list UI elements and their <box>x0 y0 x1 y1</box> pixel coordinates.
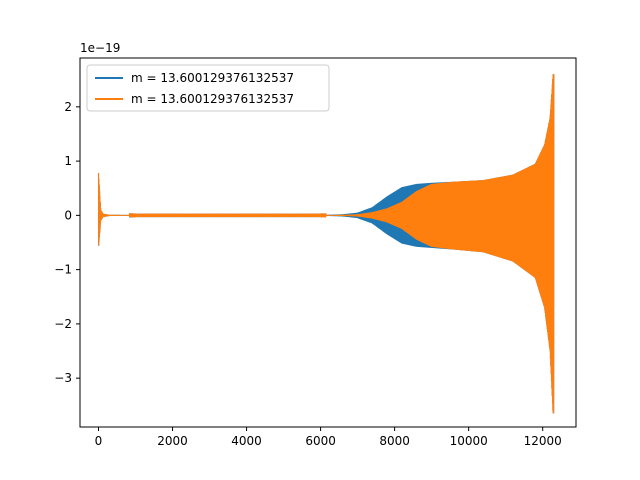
legend: m = 13.600129376132537 m = 13.60012937613… <box>86 64 330 112</box>
x-tick-label: 12000 <box>524 434 562 448</box>
x-tick-label: 4000 <box>231 434 262 448</box>
x-tick-label: 2000 <box>157 434 188 448</box>
y-offset-label: 1e−19 <box>80 41 120 55</box>
x-tick-label: 8000 <box>379 434 410 448</box>
y-tick-label: −3 <box>54 371 72 385</box>
legend-label-2: m = 13.600129376132537 <box>131 92 294 106</box>
series-line-2 <box>97 74 555 414</box>
y-tick-label: 2 <box>64 100 72 114</box>
y-tick-label: 1 <box>64 154 72 168</box>
series-layer <box>97 74 555 414</box>
legend-box <box>86 64 330 112</box>
y-tick-label: −2 <box>54 317 72 331</box>
legend-label-1: m = 13.600129376132537 <box>131 71 294 85</box>
x-axis: 0 2000 4000 6000 8000 10000 12000 <box>95 427 562 448</box>
plot-frame <box>79 57 577 428</box>
x-tick-label: 10000 <box>450 434 488 448</box>
x-tick-label: 6000 <box>305 434 336 448</box>
x-tick-label: 0 <box>95 434 103 448</box>
y-tick-label: 0 <box>64 208 72 222</box>
y-tick-label: −1 <box>54 263 72 277</box>
y-axis: 2 1 0 −1 −2 −3 <box>54 100 80 385</box>
